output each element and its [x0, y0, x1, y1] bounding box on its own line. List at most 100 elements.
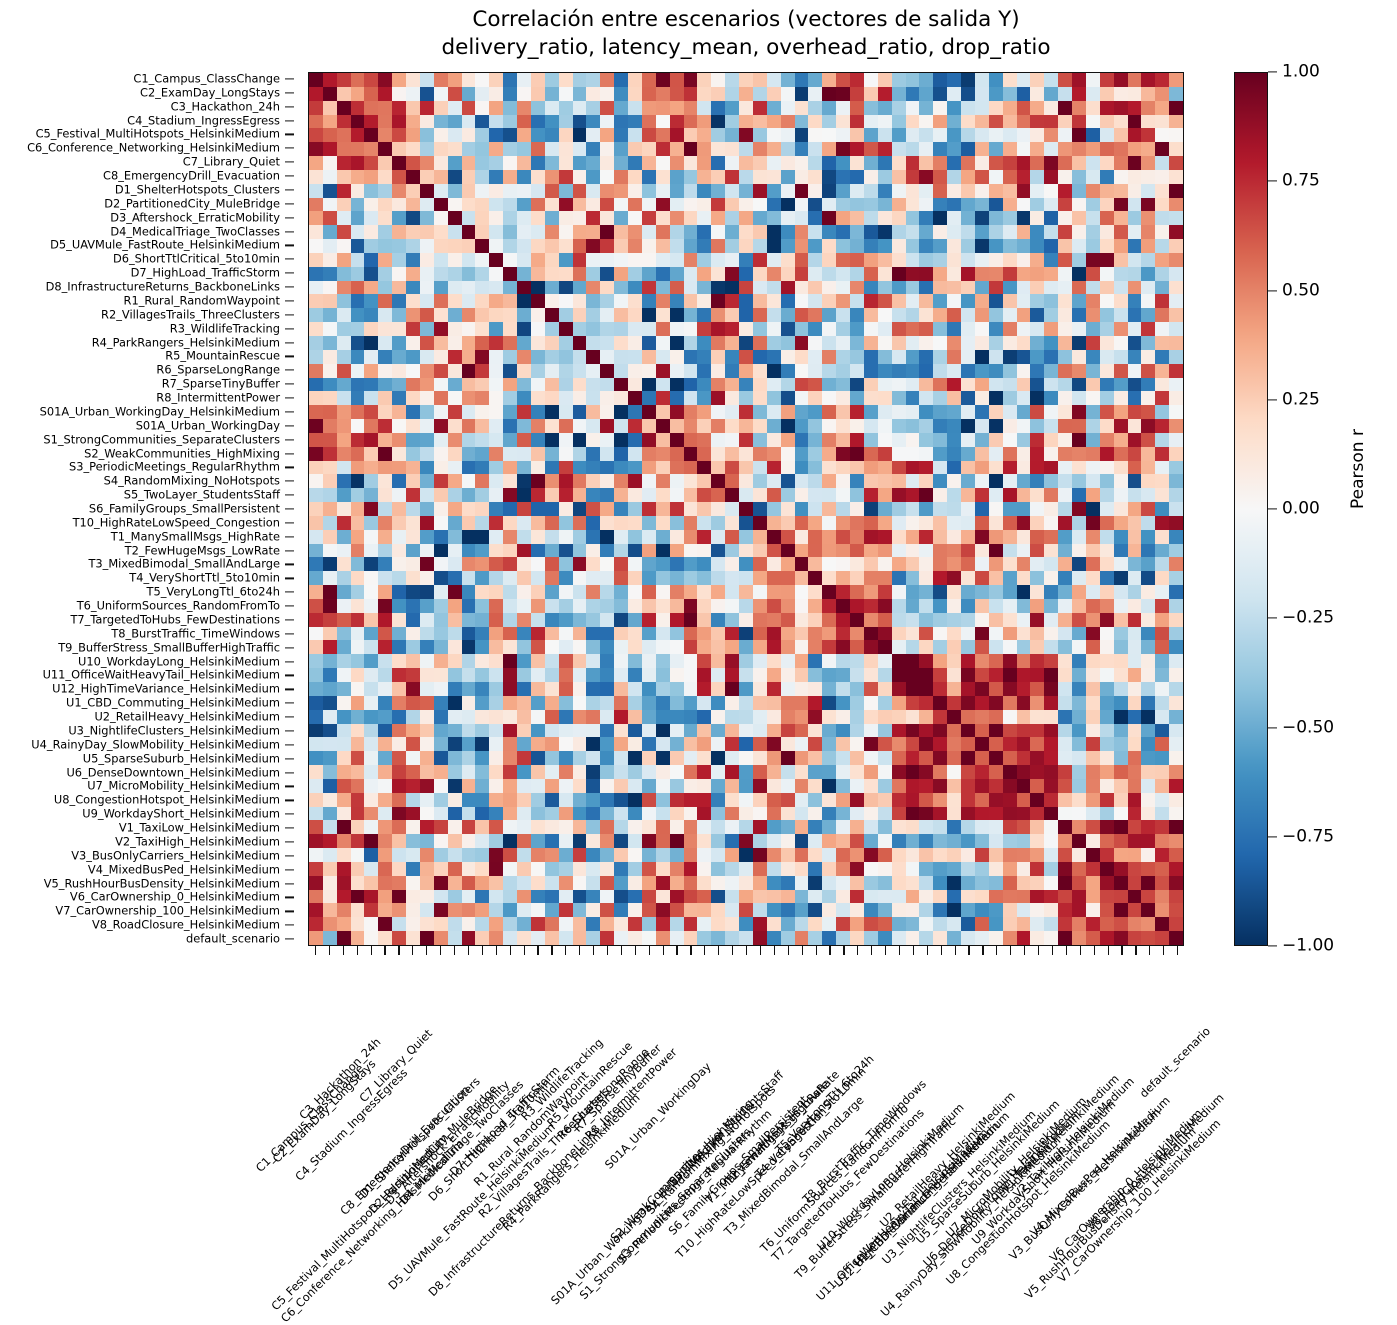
heatmap-cell[interactable]	[933, 585, 948, 599]
heatmap-cell[interactable]	[919, 460, 934, 475]
heatmap-cell[interactable]	[794, 654, 809, 669]
heatmap-cell[interactable]	[877, 86, 892, 101]
heatmap-cell[interactable]	[1113, 266, 1128, 281]
heatmap-cell[interactable]	[475, 792, 490, 807]
heatmap-cell[interactable]	[1127, 488, 1142, 503]
heatmap-cell[interactable]	[697, 225, 712, 240]
heatmap-cell[interactable]	[794, 156, 809, 170]
heatmap-cell[interactable]	[739, 128, 753, 143]
heatmap-cell[interactable]	[669, 142, 684, 157]
heatmap-cell[interactable]	[739, 709, 753, 724]
heatmap-cell[interactable]	[489, 156, 504, 170]
heatmap-cell[interactable]	[974, 875, 989, 890]
heatmap-cell[interactable]	[850, 806, 864, 821]
heatmap-cell[interactable]	[475, 308, 490, 323]
heatmap-cell[interactable]	[586, 889, 601, 904]
heatmap-cell[interactable]	[947, 654, 962, 669]
heatmap-cell[interactable]	[433, 889, 448, 904]
heatmap-cell[interactable]	[447, 169, 462, 184]
heatmap-cell[interactable]	[794, 183, 809, 198]
heatmap-cell[interactable]	[1141, 239, 1156, 253]
heatmap-cell[interactable]	[1113, 585, 1128, 599]
heatmap-cell[interactable]	[850, 695, 864, 710]
heatmap-cell[interactable]	[322, 834, 337, 849]
heatmap-cell[interactable]	[1155, 142, 1170, 157]
heatmap-cell[interactable]	[1085, 695, 1100, 710]
heatmap-cell[interactable]	[669, 86, 684, 101]
heatmap-cell[interactable]	[850, 114, 864, 129]
heatmap-cell[interactable]	[600, 211, 615, 226]
heatmap-cell[interactable]	[350, 917, 365, 932]
heatmap-cell[interactable]	[517, 73, 531, 87]
heatmap-cell[interactable]	[822, 308, 837, 323]
heatmap-cell[interactable]	[697, 156, 712, 170]
heatmap-cell[interactable]	[655, 709, 670, 724]
heatmap-cell[interactable]	[1016, 280, 1031, 295]
heatmap-cell[interactable]	[836, 889, 851, 904]
heatmap-cell[interactable]	[641, 806, 656, 821]
heatmap-cell[interactable]	[822, 488, 837, 503]
heatmap-cell[interactable]	[544, 834, 559, 849]
heatmap-cell[interactable]	[988, 377, 1003, 392]
heatmap-cell[interactable]	[406, 571, 420, 586]
heatmap-cell[interactable]	[628, 682, 642, 696]
heatmap-cell[interactable]	[447, 598, 462, 613]
heatmap-cell[interactable]	[974, 502, 989, 516]
heatmap-cell[interactable]	[711, 211, 726, 226]
heatmap-cell[interactable]	[711, 640, 726, 655]
heatmap-cell[interactable]	[558, 889, 573, 904]
heatmap-cell[interactable]	[877, 280, 892, 295]
heatmap-cell[interactable]	[544, 446, 559, 461]
heatmap-cell[interactable]	[378, 73, 393, 87]
heatmap-cell[interactable]	[641, 543, 656, 558]
heatmap-cell[interactable]	[1085, 432, 1100, 447]
heatmap-cell[interactable]	[406, 156, 420, 170]
heatmap-cell[interactable]	[877, 419, 892, 433]
heatmap-cell[interactable]	[905, 446, 920, 461]
heatmap-cell[interactable]	[1058, 391, 1073, 406]
heatmap-cell[interactable]	[419, 488, 434, 503]
heatmap-cell[interactable]	[447, 709, 462, 724]
heatmap-cell[interactable]	[530, 889, 545, 904]
heatmap-cell[interactable]	[1127, 405, 1142, 420]
heatmap-cell[interactable]	[961, 349, 975, 364]
heatmap-cell[interactable]	[419, 308, 434, 323]
heatmap-cell[interactable]	[1085, 612, 1100, 627]
heatmap-cell[interactable]	[1099, 903, 1114, 918]
heatmap-cell[interactable]	[544, 377, 559, 392]
heatmap-cell[interactable]	[794, 308, 809, 323]
heatmap-cell[interactable]	[1113, 128, 1128, 143]
heatmap-cell[interactable]	[378, 197, 393, 212]
heatmap-cell[interactable]	[489, 73, 504, 87]
heatmap-cell[interactable]	[822, 820, 837, 835]
heatmap-cell[interactable]	[1002, 488, 1017, 503]
heatmap-cell[interactable]	[947, 294, 962, 309]
heatmap-cell[interactable]	[905, 889, 920, 904]
heatmap-cell[interactable]	[517, 322, 531, 336]
heatmap-cell[interactable]	[503, 903, 518, 918]
heatmap-cell[interactable]	[419, 391, 434, 406]
heatmap-cell[interactable]	[433, 751, 448, 766]
heatmap-cell[interactable]	[947, 931, 962, 945]
heatmap-cell[interactable]	[475, 778, 490, 793]
heatmap-cell[interactable]	[669, 557, 684, 572]
heatmap-cell[interactable]	[794, 709, 809, 724]
heatmap-cell[interactable]	[614, 239, 629, 253]
heatmap-cell[interactable]	[1072, 252, 1086, 267]
heatmap-cell[interactable]	[1058, 128, 1073, 143]
heatmap-cell[interactable]	[517, 156, 531, 170]
heatmap-cell[interactable]	[961, 252, 975, 267]
heatmap-cell[interactable]	[336, 100, 351, 115]
heatmap-cell[interactable]	[891, 903, 906, 918]
heatmap-cell[interactable]	[350, 197, 365, 212]
heatmap-cell[interactable]	[739, 460, 753, 475]
heatmap-cell[interactable]	[544, 280, 559, 295]
heatmap-cell[interactable]	[655, 931, 670, 945]
heatmap-cell[interactable]	[891, 571, 906, 586]
heatmap-cell[interactable]	[1141, 128, 1156, 143]
heatmap-cell[interactable]	[669, 695, 684, 710]
heatmap-cell[interactable]	[961, 446, 975, 461]
heatmap-cell[interactable]	[517, 183, 531, 198]
heatmap-cell[interactable]	[641, 585, 656, 599]
heatmap-cell[interactable]	[586, 598, 601, 613]
